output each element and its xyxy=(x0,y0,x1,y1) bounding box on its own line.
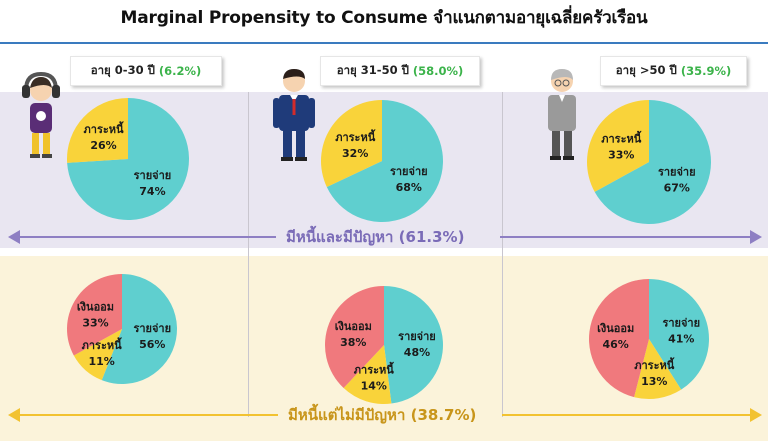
pie-slice-label-debt: ภาระหนี้ xyxy=(601,131,642,146)
pie-chart-age-50-plus-debt-problem: รายจ่าย 67% ภาระหนี้ 33% xyxy=(587,100,711,224)
pie-slice-label-debt: ภาระหนี้ xyxy=(354,361,395,376)
title-divider xyxy=(0,42,768,44)
pie-slice-label-debt: ภาระหนี้ xyxy=(335,129,376,144)
column-divider xyxy=(502,92,503,417)
pie-slice-value-saving: 33% xyxy=(82,316,108,329)
chart-title: Marginal Propensity to Consume จำแนกตามอ… xyxy=(120,8,648,28)
pie-slice-value-spending: 68% xyxy=(396,181,422,194)
pie-slice-debt xyxy=(587,100,649,192)
band-arrow-line-right xyxy=(502,414,752,416)
pie-slice-value-debt: 33% xyxy=(608,149,634,162)
age-group-label: อายุ >50 ปี xyxy=(615,63,677,77)
pie-slice-spending xyxy=(101,274,177,384)
pie-slice-value-spending: 48% xyxy=(404,346,430,359)
band-arrow-line-right xyxy=(500,236,752,238)
pie-slice-label-debt: ภาระหนี้ xyxy=(82,337,123,352)
age-group-share: (58.0%) xyxy=(412,64,464,78)
pie-slice-saving xyxy=(588,279,649,398)
pie-slice-debt xyxy=(67,98,128,163)
age-group-share: (6.2%) xyxy=(158,64,202,78)
pie-slice-label-saving: เงินออม xyxy=(597,322,634,335)
pie-slice-spending xyxy=(649,279,709,390)
age-group-badge-31-50: อายุ 31-50 ปี (58.0%) xyxy=(320,56,480,86)
pie-slice-value-spending: 67% xyxy=(664,181,690,194)
pie-slice-label-spending: รายจ่าย xyxy=(398,330,436,343)
pie-slice-spending xyxy=(67,98,189,220)
pie-slice-debt xyxy=(73,329,122,381)
pie-slice-value-debt: 26% xyxy=(90,139,116,152)
elderly-person-icon xyxy=(548,69,576,160)
pie-slice-value-debt: 14% xyxy=(361,379,387,392)
pie-slice-saving xyxy=(325,286,384,389)
age-group-badge-50-plus: อายุ >50 ปี (35.9%) xyxy=(600,56,747,86)
pie-slice-debt xyxy=(634,339,682,399)
pie-slice-value-saving: 46% xyxy=(602,338,628,351)
pie-chart-age-50-plus-debt-no-problem: รายจ่าย 41% ภาระหนี้ 13% เงินออม 46% xyxy=(588,279,709,399)
age-group-label: อายุ 0-30 ปี xyxy=(90,63,155,77)
pie-slice-debt xyxy=(343,345,392,404)
working-adult-icon xyxy=(273,69,315,161)
pie-slice-label-debt: ภาระหนี้ xyxy=(84,121,125,136)
column-divider xyxy=(248,92,249,417)
pie-slice-spending xyxy=(594,100,711,224)
pie-slice-spending xyxy=(326,100,443,222)
pie-slice-value-debt: 13% xyxy=(641,375,667,388)
band-label-debt-without-problem: มีหนี้แต่ไม่มีปัญหา (38.7%) xyxy=(288,406,477,424)
pie-slice-label-spending: รายจ่าย xyxy=(658,165,696,178)
pie-slice-label-spending: รายจ่าย xyxy=(662,317,700,330)
pie-chart-age-0-30-debt-no-problem: รายจ่าย 56% ภาระหนี้ 11% เงินออม 33% xyxy=(67,274,177,384)
pie-slice-value-spending: 74% xyxy=(139,185,165,198)
pie-slice-saving xyxy=(67,274,122,356)
pie-slice-value-debt: 32% xyxy=(342,147,368,160)
pie-slice-value-spending: 56% xyxy=(139,338,165,351)
arrow-left-icon xyxy=(8,230,20,244)
arrow-left-icon xyxy=(8,408,20,422)
band-arrow-line-left xyxy=(14,236,276,238)
pie-slice-debt xyxy=(321,100,382,187)
band-label-debt-with-problem: มีหนี้และมีปัญหา (61.3%) xyxy=(286,228,465,246)
age-group-label: อายุ 31-50 ปี xyxy=(336,63,409,77)
pie-slice-label-spending: รายจ่าย xyxy=(390,165,428,178)
age-group-share: (35.9%) xyxy=(680,64,732,78)
pie-chart-age-0-30-debt-problem: รายจ่าย 74% ภาระหนี้ 26% xyxy=(67,98,189,220)
band-debt-without-problem: มีหนี้แต่ไม่มีปัญหา (38.7%) xyxy=(0,403,768,427)
band-debt-with-problem: มีหนี้และมีปัญหา (61.3%) xyxy=(0,225,768,249)
arrow-right-icon xyxy=(750,230,762,244)
young-person-icon xyxy=(22,71,60,158)
pie-chart-age-31-50-debt-no-problem: รายจ่าย 48% ภาระหนี้ 14% เงินออม 38% xyxy=(325,286,444,404)
pie-slice-value-saving: 38% xyxy=(340,336,366,349)
band-arrow-line-left xyxy=(14,414,278,416)
pie-slice-label-spending: รายจ่าย xyxy=(133,322,171,335)
pie-slice-label-saving: เงินออม xyxy=(335,320,372,333)
pie-chart-age-31-50-debt-problem: รายจ่าย 68% ภาระหนี้ 32% xyxy=(321,100,443,222)
pie-slice-label-saving: เงินออม xyxy=(77,300,114,313)
pie-slice-spending xyxy=(384,286,444,404)
pie-slice-value-debt: 11% xyxy=(88,355,114,368)
arrow-right-icon xyxy=(750,408,762,422)
pie-slice-label-debt: ภาระหนี้ xyxy=(634,357,675,372)
age-group-badge-0-30: อายุ 0-30 ปี (6.2%) xyxy=(70,56,222,86)
pie-slice-value-spending: 41% xyxy=(668,333,694,346)
pie-slice-label-spending: รายจ่าย xyxy=(134,169,172,182)
